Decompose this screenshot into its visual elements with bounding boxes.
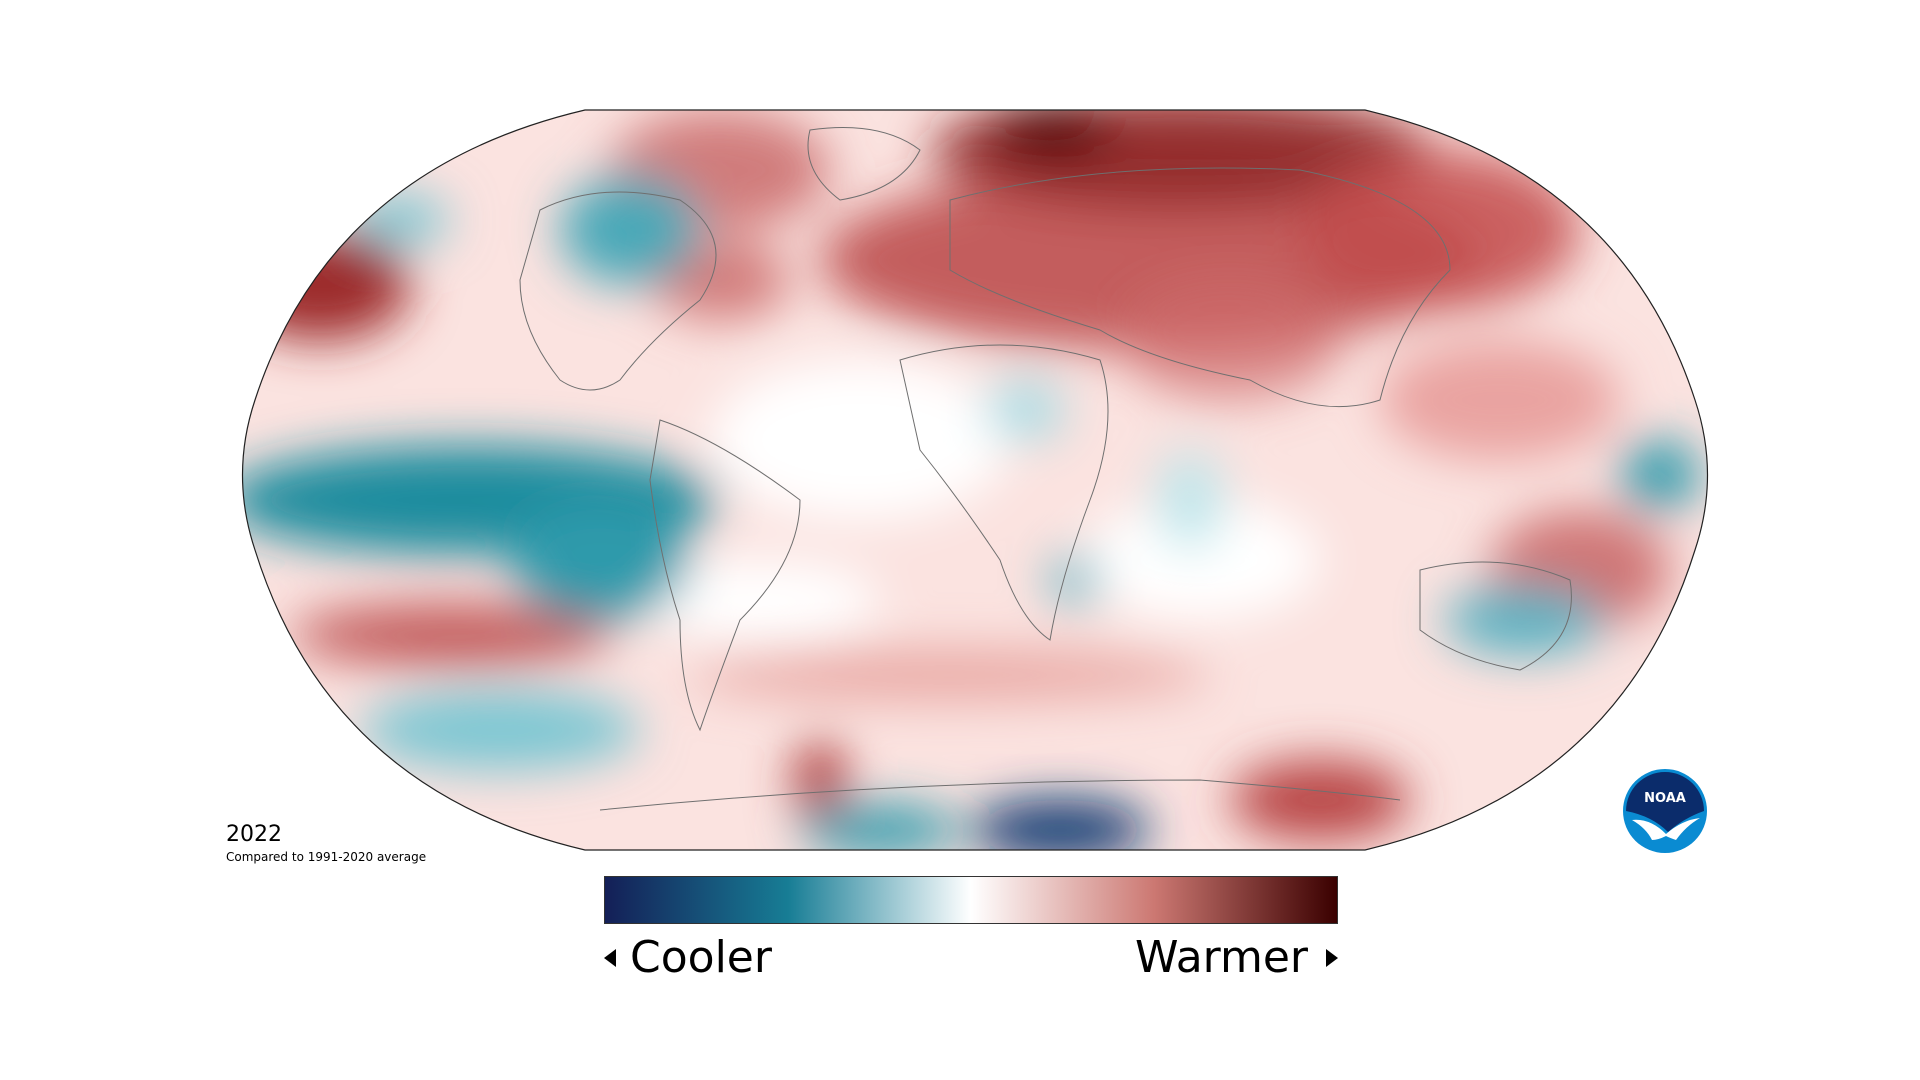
color-scale-bar bbox=[604, 876, 1338, 924]
year-label: 2022 bbox=[226, 822, 282, 847]
logo-text: NOAA bbox=[1644, 791, 1686, 806]
globe-outline bbox=[241, 109, 1709, 851]
warmer-label-group: Warmer bbox=[1135, 928, 1338, 988]
warmer-label: Warmer bbox=[1135, 932, 1308, 983]
arrow-right-icon bbox=[1326, 949, 1338, 967]
noaa-logo: NOAA bbox=[1623, 769, 1707, 853]
arrow-left-icon bbox=[604, 949, 616, 967]
baseline-label: Compared to 1991-2020 average bbox=[226, 850, 427, 864]
anomaly-field bbox=[242, 110, 1708, 850]
coastlines bbox=[519, 127, 1572, 811]
cooler-label-group: Cooler bbox=[604, 928, 772, 988]
cooler-label: Cooler bbox=[630, 932, 772, 983]
